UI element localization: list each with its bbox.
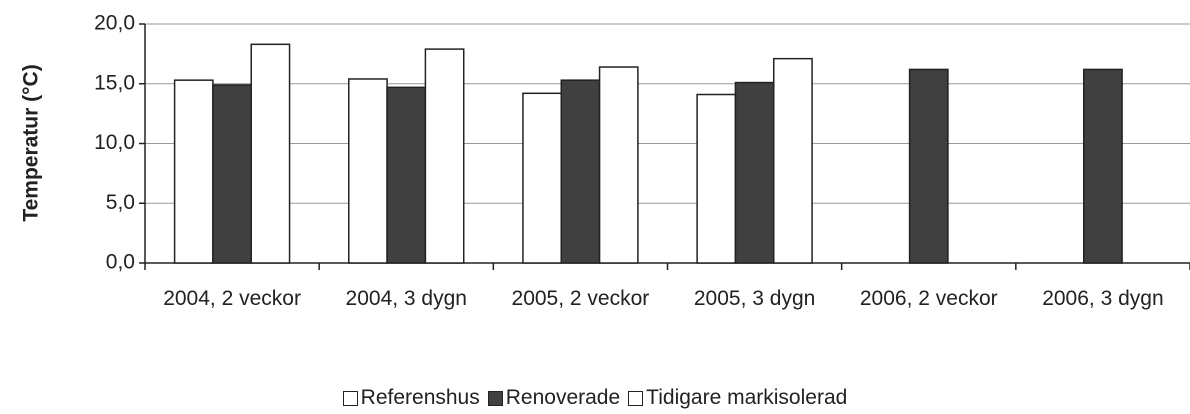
y-axis-label: Temperatur (°C) <box>20 64 43 221</box>
bar <box>173 79 214 264</box>
bar <box>522 92 563 264</box>
bar <box>386 86 427 264</box>
x-tick-label: 2006, 3 dygn <box>1042 287 1164 310</box>
x-tick-label: 2006, 2 veckor <box>859 287 998 310</box>
bar <box>772 57 813 264</box>
x-tick-label: 2005, 2 veckor <box>511 287 650 310</box>
x-tick-label: 2005, 3 dygn <box>693 287 816 310</box>
legend-item: Renoverade <box>487 386 621 410</box>
y-tick-label: 5,0 <box>106 191 135 214</box>
bar <box>348 78 388 264</box>
legend-label: Renoverade <box>505 386 621 409</box>
legend-swatch <box>342 390 358 406</box>
x-tick-label: 2004, 2 veckor <box>163 287 301 310</box>
legend-swatch <box>628 390 644 406</box>
bar <box>424 48 465 264</box>
bar <box>734 81 775 264</box>
bar <box>212 84 252 264</box>
x-tick-label: 2004, 3 dygn <box>345 287 467 310</box>
y-tick-label: 20,0 <box>94 12 135 35</box>
legend-label: Referenshus <box>360 386 480 409</box>
legend: Referenshus Renoverade Tidigare markisoler… <box>0 386 1190 410</box>
y-tick-label: 0,0 <box>106 251 135 274</box>
bar <box>598 66 639 264</box>
legend-item: Referenshus <box>342 386 480 410</box>
legend-swatch <box>487 390 503 406</box>
legend-item: Tidigare markisolerad <box>628 386 847 410</box>
bar <box>1083 68 1123 264</box>
y-tick-label: 10,0 <box>94 131 135 154</box>
bar <box>560 79 601 264</box>
y-tick-label: 15,0 <box>94 71 135 94</box>
bar <box>908 68 949 264</box>
bar <box>696 93 737 264</box>
legend-label: Tidigare markisolerad <box>646 386 848 409</box>
bar <box>250 43 291 264</box>
